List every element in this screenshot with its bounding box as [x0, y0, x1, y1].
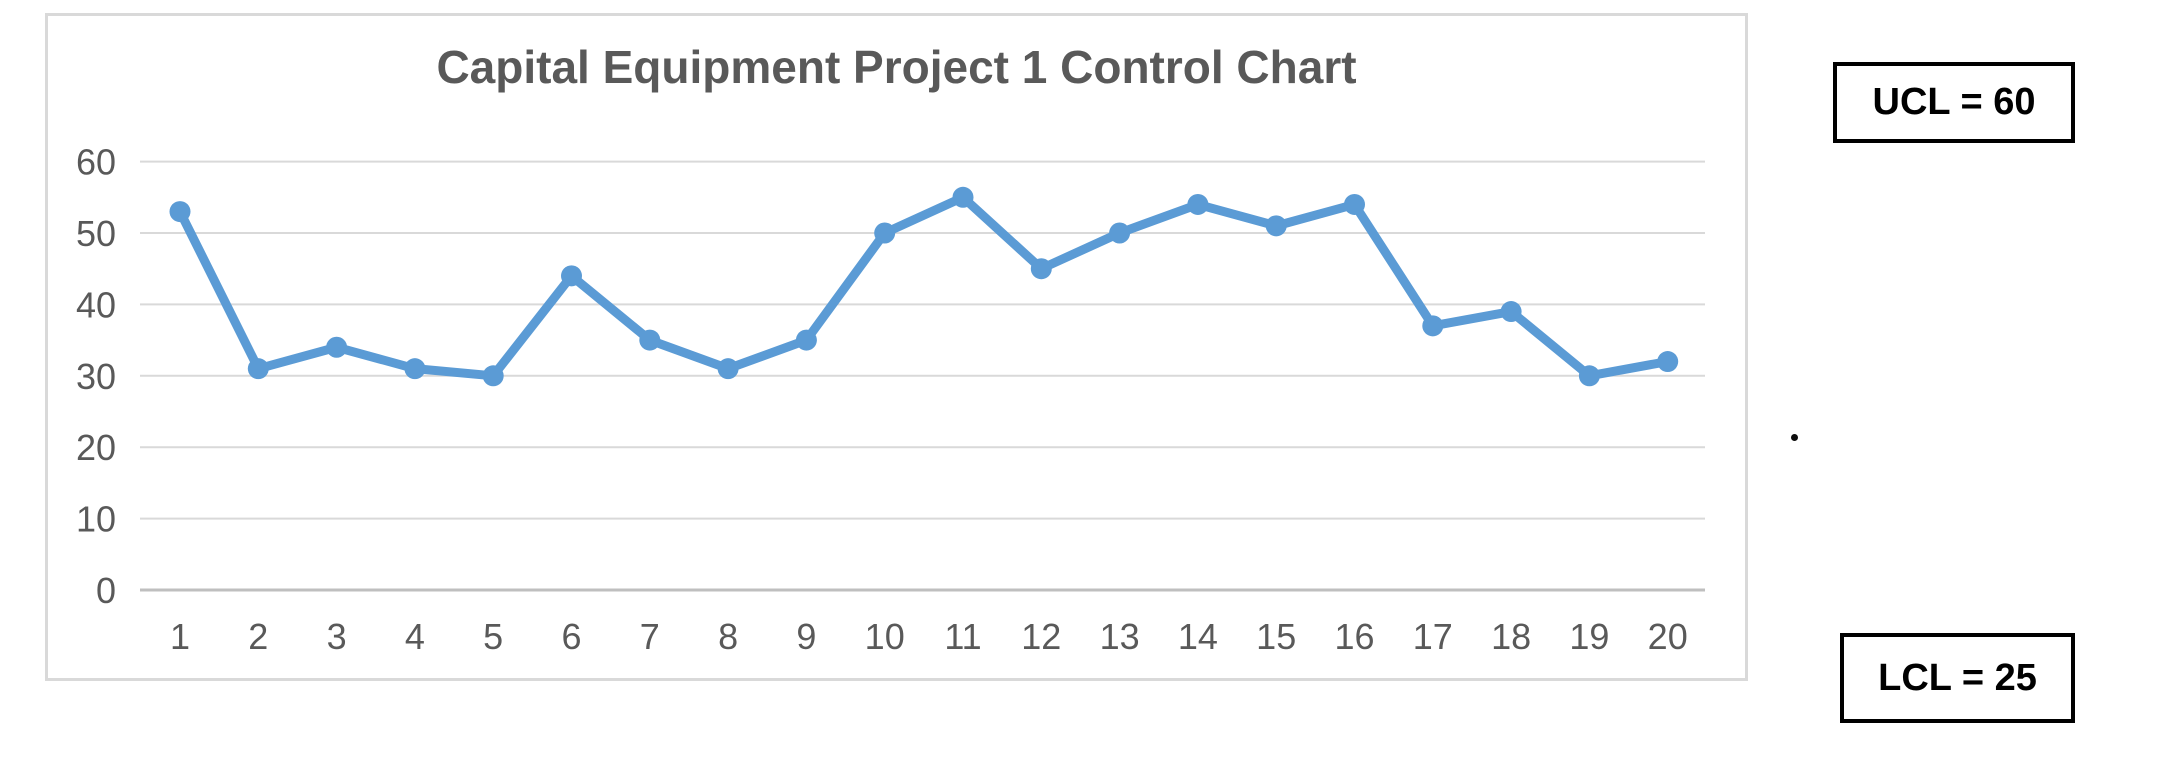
data-point-marker-1 — [169, 201, 191, 223]
data-point-marker-9 — [795, 329, 817, 351]
x-tick-label: 17 — [1413, 616, 1453, 657]
y-tick-label: 30 — [76, 356, 116, 397]
data-point-marker-19 — [1578, 365, 1600, 387]
ucl-annotation-box: UCL = 60 — [1833, 62, 2075, 143]
data-point-marker-20 — [1657, 351, 1679, 373]
x-tick-label: 4 — [405, 616, 425, 657]
data-point-marker-12 — [1030, 258, 1052, 280]
x-tick-label: 5 — [483, 616, 503, 657]
x-tick-label: 7 — [640, 616, 660, 657]
data-point-marker-2 — [247, 358, 269, 380]
x-tick-label: 9 — [796, 616, 816, 657]
series-line — [175, 192, 1673, 381]
data-point-marker-10 — [874, 222, 896, 244]
data-point-marker-18 — [1500, 301, 1522, 323]
x-tick-label: 3 — [327, 616, 347, 657]
x-tick-label: 13 — [1100, 616, 1140, 657]
data-point-marker-15 — [1265, 215, 1287, 237]
x-tick-label: 14 — [1178, 616, 1218, 657]
x-tick-label: 2 — [248, 616, 268, 657]
data-point-marker-13 — [1109, 222, 1131, 244]
data-point-marker-14 — [1187, 193, 1209, 215]
x-tick-label: 20 — [1648, 616, 1688, 657]
data-point-marker-17 — [1422, 315, 1444, 337]
data-point-marker-16 — [1344, 193, 1365, 215]
data-point-marker-5 — [482, 365, 504, 387]
lcl-label: LCL = 25 — [1878, 656, 2037, 699]
y-tick-label: 10 — [76, 499, 116, 540]
data-point-marker-11 — [952, 186, 974, 208]
x-tick-label: 15 — [1256, 616, 1296, 657]
data-point-marker-6 — [561, 265, 582, 287]
x-tick-label: 19 — [1569, 616, 1609, 657]
lcl-annotation-box: LCL = 25 — [1840, 633, 2075, 723]
x-tick-label: 18 — [1491, 616, 1531, 657]
data-point-marker-4 — [404, 358, 426, 380]
x-tick-label: 12 — [1021, 616, 1061, 657]
y-tick-label: 0 — [96, 570, 116, 611]
dot-artifact-icon — [1791, 434, 1798, 441]
x-tick-label: 11 — [944, 616, 981, 657]
x-tick-label: 6 — [561, 616, 581, 657]
x-tick-label: 10 — [865, 616, 905, 657]
chart-title: Capital Equipment Project 1 Control Char… — [436, 41, 1357, 93]
ucl-label: UCL = 60 — [1872, 81, 2036, 123]
y-tick-label: 60 — [76, 142, 116, 183]
x-tick-label: 8 — [718, 616, 738, 657]
data-point-marker-3 — [326, 336, 348, 358]
data-point-marker-8 — [717, 358, 739, 380]
y-tick-label: 50 — [76, 213, 116, 254]
y-tick-label: 20 — [76, 427, 116, 468]
x-tick-label: 16 — [1334, 616, 1374, 657]
x-tick-label: 1 — [170, 616, 190, 657]
data-point-marker-7 — [639, 329, 661, 351]
control-chart-frame: Capital Equipment Project 1 Control Char… — [45, 13, 1748, 681]
y-tick-label: 40 — [76, 284, 116, 325]
